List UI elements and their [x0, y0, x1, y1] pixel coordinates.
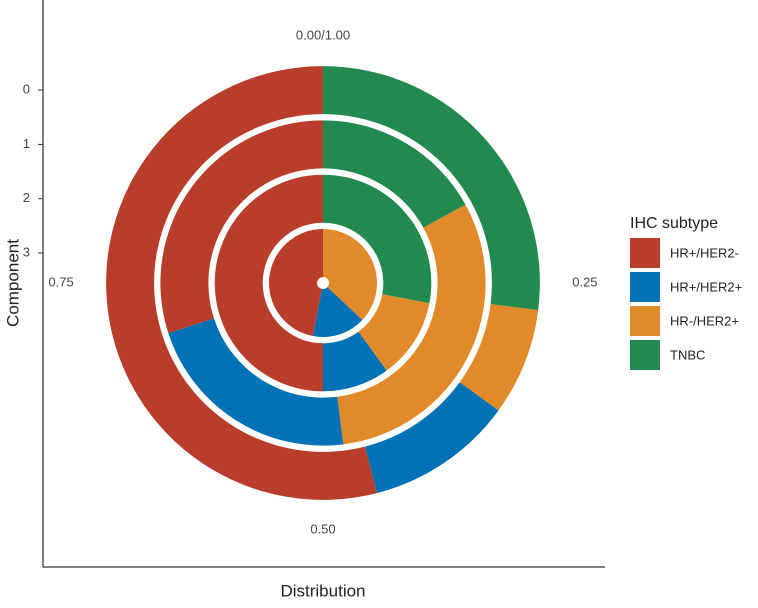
legend-label: HR+/HER2- [670, 245, 739, 260]
y-tick-label: 2 [23, 190, 30, 205]
legend-swatch [630, 238, 660, 268]
y-tick-label: 1 [23, 136, 30, 151]
x-tick-label: 0.00/1.00 [296, 28, 350, 43]
y-tick-label: 3 [23, 244, 30, 259]
plot-area [106, 66, 540, 500]
ring-segment [323, 174, 432, 304]
ring-segment [323, 66, 540, 311]
ring-segment [214, 174, 323, 392]
x-tick-label: 0.25 [572, 274, 597, 289]
legend-label: HR+/HER2+ [670, 279, 742, 294]
ring-segment [106, 66, 377, 500]
ring-segment [459, 304, 539, 411]
y-tick-label: 0 [23, 82, 30, 97]
ring-segment [323, 229, 377, 320]
legend-label: HR-/HER2+ [670, 313, 739, 328]
x-axis-label: Distribution [280, 581, 365, 600]
x-tick-label: 0.75 [48, 274, 73, 289]
ring-segment [365, 382, 499, 494]
legend-title: IHC subtype [630, 215, 718, 232]
y-axis-label: Component [3, 239, 22, 327]
legend-swatch [630, 306, 660, 336]
ring-segment [168, 318, 344, 446]
ring-segment [337, 204, 486, 445]
ring-segment [312, 287, 363, 338]
ring-segment [268, 229, 323, 337]
legend-swatch [630, 272, 660, 302]
ring-segment [358, 294, 430, 371]
x-tick-label: 0.50 [310, 521, 335, 536]
ring-segment [323, 331, 387, 392]
legend-swatch [630, 340, 660, 370]
ring-segment [160, 120, 323, 334]
legend-label: TNBC [670, 347, 705, 362]
ring-segment [323, 120, 466, 228]
